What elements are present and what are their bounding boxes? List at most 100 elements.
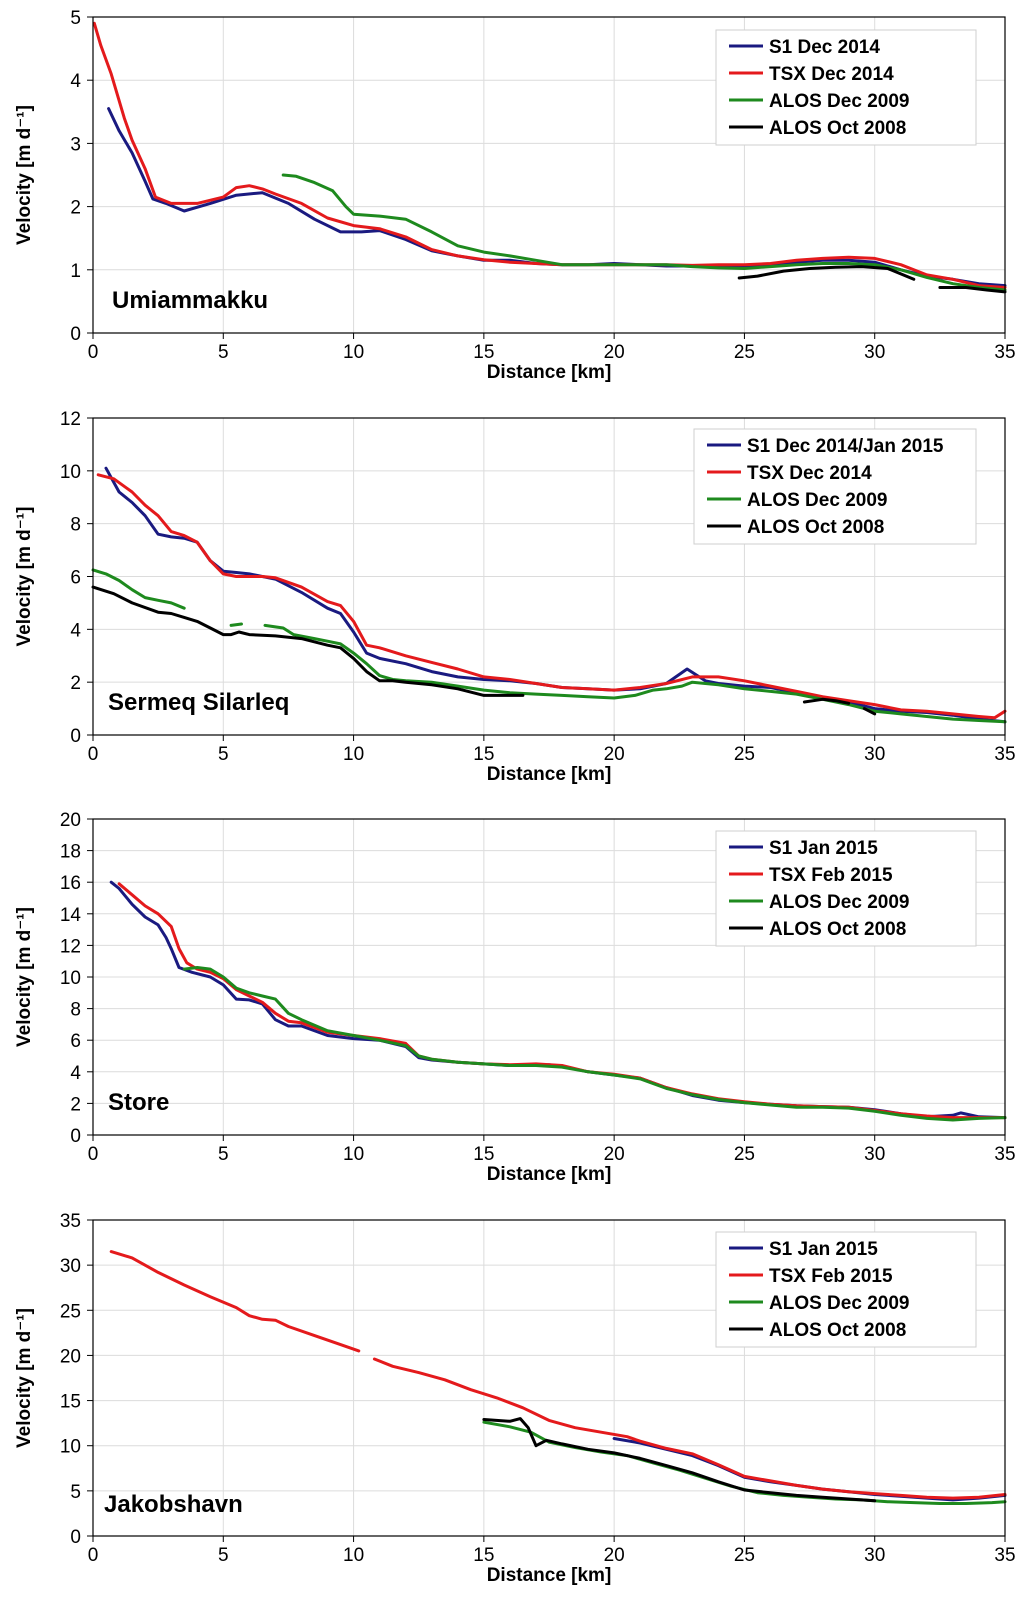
x-tick-label: 30 <box>864 1144 885 1165</box>
series-line-alos-dec-2009 <box>229 622 243 627</box>
velocity-panel-3: 0 5 10 15 20 25 30 3502468101214161820Distance … <box>14 810 1016 1185</box>
glacier-name: Jakobshavn <box>104 1491 243 1518</box>
legend-label: TSX Feb 2015 <box>769 865 893 886</box>
y-tick-label: 16 <box>60 873 81 894</box>
x-tick-label: 30 <box>864 342 885 363</box>
y-axis-label: Velocity [m d⁻¹] <box>14 507 35 647</box>
y-tick-label: 3 <box>70 134 81 155</box>
legend-label: ALOS Oct 2008 <box>769 118 906 139</box>
series-group <box>92 21 1007 294</box>
y-tick-label: 25 <box>60 1301 81 1322</box>
plot-frame <box>92 1219 1006 1537</box>
x-tick-label: 25 <box>734 342 755 363</box>
legend-label: S1 Dec 2014 <box>769 37 880 58</box>
series-line-alos-oct-2008 <box>91 585 525 697</box>
velocity-panel-4: 0 5 10 15 20 25 30 35 0 5 10 15 20 25 30 35 Distance [km… <box>14 1211 1016 1586</box>
legend-label: S1 Jan 2015 <box>769 1239 878 1260</box>
legend-label: TSX Dec 2014 <box>747 463 872 484</box>
velocity-panel-1: 0 5 10 15 20 25 30 35 0 1 2 3 4 5 Distance [km] Velocit… <box>14 8 1016 383</box>
legend: S1 Dec 2014/Jan 2015 TSX Dec 2014 ALOS Dec… <box>693 428 977 545</box>
x-tick-label: 30 <box>864 1545 885 1566</box>
series-line-s1-dec-2014 <box>107 107 1007 288</box>
series-line-tsx-dec-2014 <box>96 473 1007 720</box>
y-tick-label: 0 <box>70 726 81 747</box>
x-tick-label: 10 <box>343 1545 364 1566</box>
x-tick-label: 5 <box>218 342 229 363</box>
series-group <box>91 466 1007 724</box>
y-tick-label: 14 <box>60 905 82 926</box>
x-tick-label: 5 <box>218 1144 229 1165</box>
legend: S1 Dec 2014 TSX Dec 2014 ALOS Dec 2009 ALOS… <box>715 29 977 146</box>
legend-label: ALOS Oct 2008 <box>769 919 906 940</box>
series-group <box>109 880 1007 1122</box>
x-tick-label: 5 <box>218 1545 229 1566</box>
x-tick-label: 15 <box>473 1545 494 1566</box>
y-axis-label: Velocity [m d⁻¹] <box>14 907 35 1047</box>
y-tick-label: 1 <box>70 261 81 282</box>
y-tick-label: 4 <box>70 1063 81 1084</box>
x-tick-label: 10 <box>343 744 364 765</box>
x-tick-label: 10 <box>343 1144 364 1165</box>
y-tick-label: 4 <box>70 620 81 641</box>
y-tick-label: 8 <box>70 515 81 536</box>
x-axis-label: Distance [km] <box>487 1164 612 1185</box>
x-tick-label: 25 <box>734 1144 755 1165</box>
x-tick-label: 25 <box>734 744 755 765</box>
x-tick-label: 35 <box>994 1144 1015 1165</box>
series-line-alos-dec-2009 <box>281 173 1007 292</box>
y-tick-label: 0 <box>70 324 81 345</box>
series-line-alos-oct-2008 <box>862 707 877 716</box>
series-line-tsx-dec-2014 <box>92 21 1007 289</box>
series-group <box>109 1250 1007 1505</box>
y-axis-label: Velocity [m d⁻¹] <box>14 105 35 245</box>
legend-label: ALOS Dec 2009 <box>769 892 909 913</box>
series-line-alos-dec-2009 <box>91 568 186 610</box>
x-axis-label: Distance [km] <box>487 764 612 785</box>
y-tick-label: 6 <box>70 1031 81 1052</box>
velocity-panel-2: 0 5 10 15 20 25 30 35 0 2 4 6 8 10 12 Distance [km] Velo… <box>14 409 1016 785</box>
series-line-alos-dec-2009 <box>182 966 1007 1122</box>
series-line-alos-oct-2008 <box>482 1417 877 1503</box>
x-axis-label: Distance [km] <box>487 362 612 383</box>
x-tick-label: 0 <box>88 342 99 363</box>
y-tick-label: 0 <box>70 1126 81 1147</box>
x-tick-label: 20 <box>604 342 625 363</box>
x-tick-label: 0 <box>88 1144 99 1165</box>
series-line-alos-oct-2008 <box>802 697 851 705</box>
y-tick-label: 2 <box>70 1094 81 1115</box>
legend-label: TSX Feb 2015 <box>769 1266 893 1287</box>
legend-label: ALOS Dec 2009 <box>769 91 909 112</box>
x-tick-label: 0 <box>88 1545 99 1566</box>
y-tick-label: 6 <box>70 568 81 589</box>
x-tick-label: 5 <box>218 744 229 765</box>
y-tick-label: 2 <box>70 198 81 219</box>
legend-label: ALOS Dec 2009 <box>747 490 887 511</box>
x-tick-label: 35 <box>994 1545 1015 1566</box>
x-tick-label: 15 <box>473 744 494 765</box>
glacier-name: Sermeq Silarleq <box>108 689 289 716</box>
y-tick-label: 5 <box>70 8 81 29</box>
y-tick-label: 20 <box>60 810 81 831</box>
x-axis-label: Distance [km] <box>487 1565 612 1586</box>
x-tick-label: 35 <box>994 744 1015 765</box>
y-tick-label: 10 <box>60 1437 81 1458</box>
glacier-name: Store <box>108 1089 169 1116</box>
y-tick-label: 18 <box>60 842 81 863</box>
y-tick-label: 12 <box>60 409 81 430</box>
x-tick-label: 15 <box>473 342 494 363</box>
y-tick-label: 20 <box>60 1346 81 1367</box>
legend-label: ALOS Oct 2008 <box>769 1320 906 1341</box>
legend: S1 Jan 2015 TSX Feb 2015 ALOS Dec 2009 ALOS… <box>715 1231 977 1348</box>
x-tick-label: 20 <box>604 744 625 765</box>
series-line-alos-oct-2008 <box>737 265 916 281</box>
y-tick-label: 30 <box>60 1256 81 1277</box>
y-tick-label: 0 <box>70 1527 81 1548</box>
legend-label: ALOS Dec 2009 <box>769 1293 909 1314</box>
x-tick-label: 0 <box>88 744 99 765</box>
x-tick-label: 20 <box>604 1545 625 1566</box>
glacier-name: Umiammakku <box>112 287 268 314</box>
series-line-tsx-feb-2015 <box>109 1250 361 1353</box>
y-tick-label: 2 <box>70 673 81 694</box>
x-tick-label: 20 <box>604 1144 625 1165</box>
